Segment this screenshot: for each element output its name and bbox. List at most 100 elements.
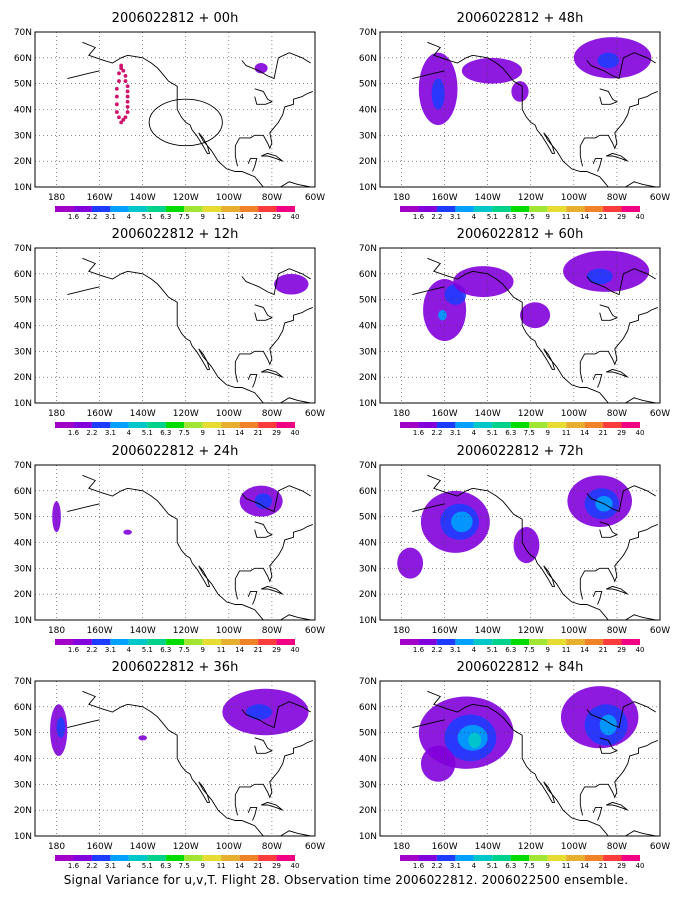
- observation-dot: [121, 117, 126, 122]
- colorbar-label: 2.2: [86, 862, 97, 870]
- colorbar-label: 3.1: [450, 213, 461, 221]
- coastline: [234, 90, 313, 167]
- colorbar-swatch: [73, 422, 92, 428]
- coastline: [247, 807, 258, 821]
- colorbar-label: 6.3: [160, 862, 171, 870]
- colorbar-label: 1.6: [413, 213, 425, 221]
- colorbar-label: 2.2: [86, 213, 97, 221]
- coastline: [412, 286, 445, 295]
- observation-dot: [114, 110, 119, 114]
- colorbar-swatch: [221, 206, 240, 212]
- colorbar-swatch: [276, 206, 295, 212]
- map-panel: 2006022812 + 24h 10N 20N 30N 40N 50N 60N 70N 180…: [14, 444, 325, 654]
- colorbar-label: 14: [235, 429, 244, 437]
- colorbar-label: 5.1: [142, 429, 153, 437]
- colorbar-label: 1.6: [413, 862, 425, 870]
- lat-tick-label: 40N: [14, 539, 32, 549]
- colorbar-label: 40: [636, 862, 645, 870]
- colorbar-swatch: [221, 639, 240, 645]
- colorbar-label: 21: [599, 213, 608, 221]
- lat-tick-label: 10N: [14, 399, 32, 409]
- colorbar-label: 1.6: [68, 646, 80, 654]
- panel-title: 2006022812 + 12h: [112, 227, 239, 242]
- colorbar-swatch: [547, 639, 567, 645]
- coastline: [82, 474, 311, 620]
- observation-dot: [125, 99, 130, 104]
- lat-tick-label: 50N: [14, 296, 32, 306]
- colorbar-swatch: [73, 639, 92, 645]
- lon-tick-label: 160W: [87, 193, 113, 203]
- colorbar-label: 21: [254, 862, 263, 870]
- colorbar-swatch: [202, 639, 222, 645]
- colorbar-label: 9: [545, 646, 549, 654]
- observation-dot: [121, 68, 126, 73]
- observation-dot: [114, 94, 119, 99]
- map-panel: 2006022812 + 00h 10N 20N 30N 40N 50N 60N 70N 180…: [14, 11, 325, 221]
- map-frame: [379, 464, 661, 621]
- observation-dot: [125, 105, 130, 109]
- colorbar-label: 9: [200, 646, 204, 654]
- lon-tick-label: 80W: [262, 193, 282, 203]
- colorbar-swatch: [584, 855, 604, 861]
- colorbar-swatch: [510, 206, 530, 212]
- lat-tick-label: 40N: [14, 106, 32, 116]
- lat-tick-label: 20N: [14, 590, 32, 600]
- colorbar-swatch: [603, 422, 622, 428]
- colorbar-label: 11: [562, 862, 571, 870]
- lon-tick-label: 140W: [475, 409, 501, 419]
- observation-dot: [123, 115, 128, 120]
- coastline: [586, 701, 656, 729]
- coastline: [599, 521, 618, 538]
- lat-tick-label: 70N: [359, 461, 377, 471]
- lon-tick-label: 120W: [173, 626, 199, 636]
- observation-dot: [123, 74, 128, 78]
- colorbar-label: 40: [291, 862, 300, 870]
- colorbar-label: 4: [127, 646, 132, 654]
- coastline: [427, 690, 656, 836]
- colorbar-swatch: [91, 206, 111, 212]
- lat-tick-label: 60N: [359, 487, 377, 497]
- lat-tick-label: 60N: [359, 703, 377, 713]
- lat-tick-label: 10N: [359, 616, 377, 626]
- lon-tick-label: 120W: [518, 626, 544, 636]
- lat-tick-label: 20N: [14, 157, 32, 167]
- colorbar-label: 7.5: [524, 213, 535, 221]
- variance-area: [586, 268, 613, 285]
- map-frame: [379, 680, 661, 837]
- panel-title: 2006022812 + 60h: [457, 227, 584, 242]
- colorbar-swatch: [418, 639, 437, 645]
- colorbar-swatch: [418, 422, 437, 428]
- variance-area: [461, 57, 523, 84]
- colorbar-swatch: [110, 422, 129, 428]
- colorbar-swatch: [547, 206, 567, 212]
- lat-tick-label: 10N: [14, 616, 32, 626]
- colorbar-label: 29: [617, 429, 626, 437]
- colorbar-label: 5.1: [487, 862, 498, 870]
- colorbar-swatch: [455, 855, 474, 861]
- colorbar-swatch: [621, 422, 640, 428]
- map-frame: [379, 247, 661, 404]
- colorbar-swatch: [184, 206, 203, 212]
- coastline: [247, 374, 258, 388]
- colorbar-swatch: [584, 422, 604, 428]
- lat-tick-label: 20N: [14, 806, 32, 816]
- lon-tick-label: 140W: [130, 193, 156, 203]
- colorbar-swatch: [165, 422, 185, 428]
- lon-tick-label: 160W: [87, 842, 113, 852]
- lon-tick-label: 60W: [650, 626, 670, 636]
- colorbar-label: 6.3: [160, 429, 171, 437]
- lon-tick-label: 180: [393, 193, 410, 203]
- colorbar-swatch: [258, 422, 277, 428]
- variance-area: [274, 273, 309, 295]
- lat-tick-label: 20N: [359, 590, 377, 600]
- colorbar-swatch: [239, 639, 259, 645]
- colorbar-swatch: [147, 422, 166, 428]
- colorbar-swatch: [91, 639, 111, 645]
- colorbar-label: 7.5: [179, 429, 190, 437]
- observation-dot: [125, 89, 130, 94]
- colorbar-swatch: [566, 639, 585, 645]
- colorbar-label: 9: [545, 429, 549, 437]
- colorbar-swatch: [603, 206, 622, 212]
- colorbar-swatch: [510, 639, 530, 645]
